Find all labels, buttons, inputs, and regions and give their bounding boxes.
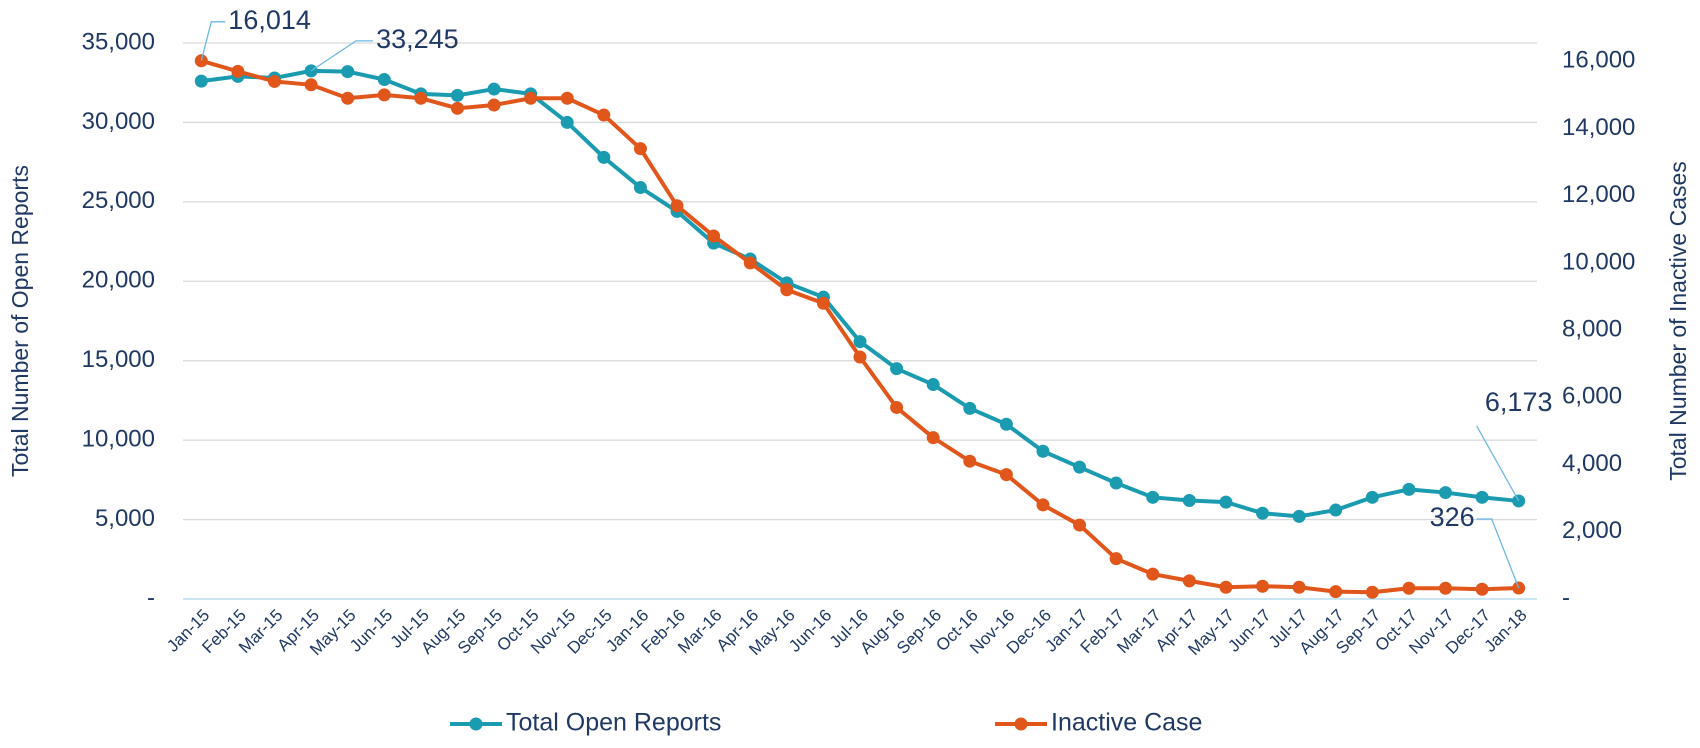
data-point bbox=[1256, 579, 1270, 593]
data-point bbox=[1329, 503, 1343, 517]
data-label: 33,245 bbox=[376, 24, 459, 54]
data-point bbox=[231, 64, 245, 78]
y2-tick-label: 6,000 bbox=[1562, 383, 1622, 410]
data-point bbox=[1402, 482, 1416, 496]
data-point bbox=[1292, 580, 1306, 594]
data-point bbox=[890, 362, 904, 376]
data-label: 16,014 bbox=[228, 5, 311, 35]
leader-line bbox=[1476, 425, 1520, 502]
data-point bbox=[1036, 444, 1050, 458]
y-tick-label: 30,000 bbox=[82, 108, 155, 135]
data-point bbox=[999, 468, 1013, 482]
data-point bbox=[1365, 585, 1379, 599]
data-point bbox=[487, 98, 501, 112]
data-point bbox=[450, 88, 464, 102]
data-point bbox=[524, 91, 538, 105]
y-tick-label: - bbox=[147, 584, 155, 611]
y2-tick-label: 10,000 bbox=[1562, 248, 1635, 275]
data-point bbox=[1182, 494, 1196, 508]
data-point bbox=[1256, 506, 1270, 520]
data-point bbox=[670, 199, 684, 213]
data-point bbox=[633, 142, 647, 156]
legend-label: Inactive Case bbox=[1051, 709, 1202, 737]
data-point bbox=[707, 229, 721, 243]
data-point bbox=[1146, 567, 1160, 581]
y2-tick-label: 4,000 bbox=[1562, 450, 1622, 477]
data-point bbox=[1402, 581, 1416, 595]
y-tick-label: 25,000 bbox=[82, 187, 155, 214]
data-point bbox=[560, 91, 574, 105]
legend-label: Total Open Reports bbox=[506, 709, 721, 737]
y-tick-label: 20,000 bbox=[82, 267, 155, 294]
data-point bbox=[1146, 490, 1160, 504]
data-point bbox=[1365, 490, 1379, 504]
data-point bbox=[999, 417, 1013, 431]
data-point bbox=[560, 115, 574, 129]
data-point bbox=[377, 73, 391, 87]
data-point bbox=[853, 350, 867, 364]
data-point bbox=[816, 296, 830, 310]
data-point bbox=[341, 65, 355, 79]
data-point bbox=[304, 78, 318, 92]
data-point bbox=[963, 401, 977, 415]
y2-tick-label: - bbox=[1562, 584, 1570, 611]
y-axis-title: Total Number of Open Reports bbox=[7, 165, 33, 477]
data-point bbox=[1475, 582, 1489, 596]
y2-axis-title: Total Number of Inactive Cases bbox=[1665, 161, 1691, 481]
data-point bbox=[890, 400, 904, 414]
data-point bbox=[597, 108, 611, 122]
leader-line bbox=[310, 40, 374, 72]
legend-marker bbox=[1014, 717, 1028, 731]
data-point bbox=[1073, 518, 1087, 532]
data-point bbox=[1439, 581, 1453, 595]
data-point bbox=[1036, 498, 1050, 512]
y-tick-label: 5,000 bbox=[95, 505, 155, 532]
data-label: 326 bbox=[1430, 502, 1475, 532]
data-point bbox=[267, 74, 281, 88]
data-point bbox=[853, 335, 867, 349]
y2-tick-label: 12,000 bbox=[1562, 181, 1635, 208]
data-point bbox=[1219, 580, 1233, 594]
data-point bbox=[377, 88, 391, 102]
data-point bbox=[1219, 495, 1233, 509]
data-label: 6,173 bbox=[1485, 387, 1553, 417]
leader-line bbox=[200, 21, 226, 61]
data-point bbox=[963, 454, 977, 468]
data-point bbox=[1073, 460, 1087, 474]
y-tick-label: 15,000 bbox=[82, 346, 155, 373]
data-point bbox=[780, 283, 794, 297]
y2-tick-label: 14,000 bbox=[1562, 114, 1635, 141]
leader-line bbox=[1476, 518, 1520, 589]
data-point bbox=[1439, 486, 1453, 500]
data-point bbox=[341, 91, 355, 105]
y2-tick-label: 2,000 bbox=[1562, 517, 1622, 544]
y-tick-label: 10,000 bbox=[82, 425, 155, 452]
y2-tick-label: 16,000 bbox=[1562, 47, 1635, 74]
y2-tick-label: 8,000 bbox=[1562, 315, 1622, 342]
data-point bbox=[1109, 552, 1123, 566]
data-point bbox=[487, 82, 501, 96]
data-point bbox=[743, 256, 757, 270]
data-point bbox=[926, 378, 940, 392]
data-point bbox=[633, 181, 647, 195]
data-point bbox=[1329, 585, 1343, 599]
data-point bbox=[926, 431, 940, 445]
data-point bbox=[597, 150, 611, 164]
data-point bbox=[1475, 490, 1489, 504]
legend-marker bbox=[469, 717, 483, 731]
data-point bbox=[450, 101, 464, 115]
data-point bbox=[1292, 509, 1306, 523]
data-point bbox=[1182, 574, 1196, 588]
data-point bbox=[414, 91, 428, 105]
data-point bbox=[194, 74, 208, 88]
series-line bbox=[201, 68, 1519, 519]
data-point bbox=[1109, 476, 1123, 490]
y-tick-label: 35,000 bbox=[82, 28, 155, 55]
